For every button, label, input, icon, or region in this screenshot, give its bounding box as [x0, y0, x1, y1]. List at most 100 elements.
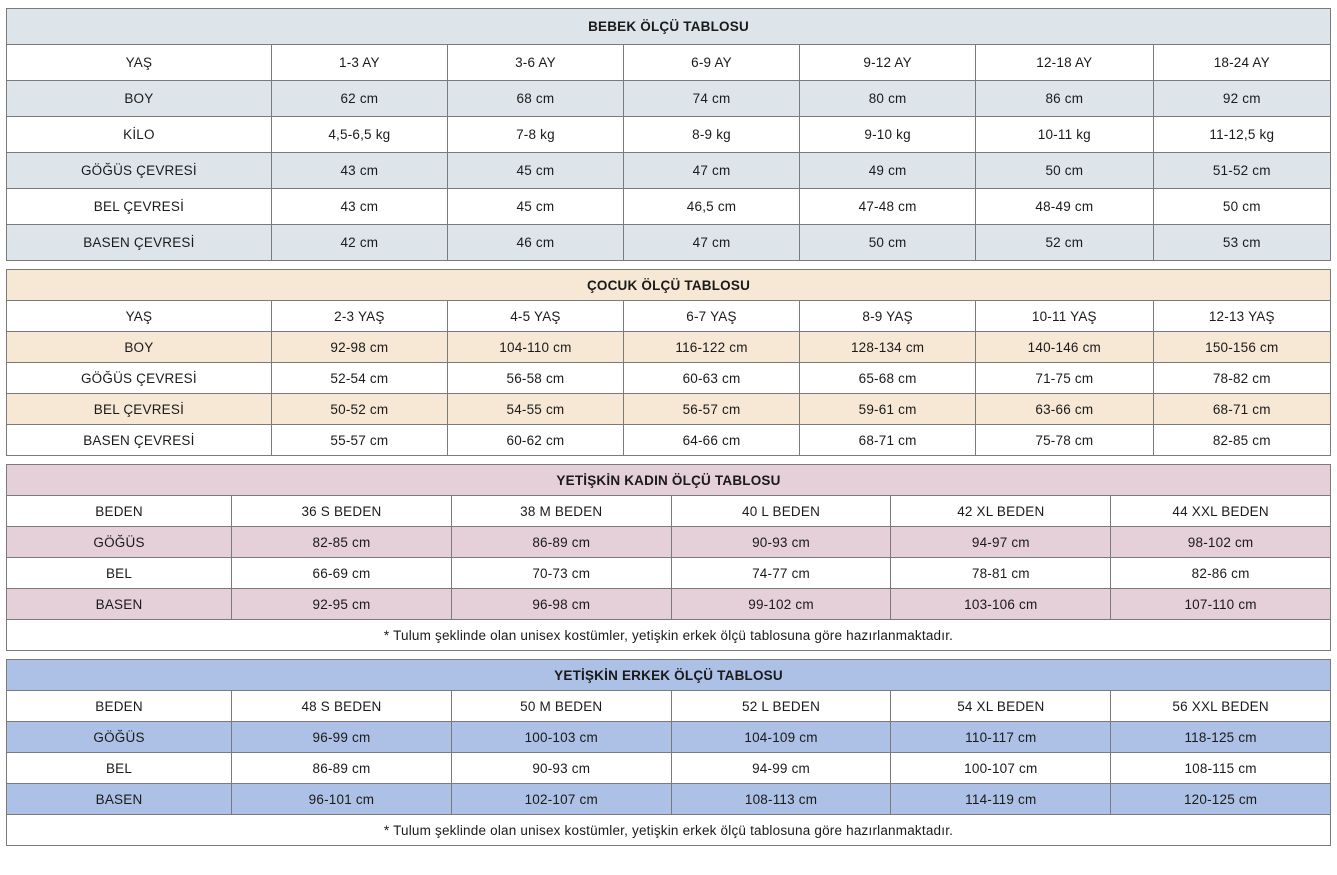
men-col-3: 52 L BEDEN — [670, 690, 892, 722]
men-cell-0-3: 110-117 cm — [890, 721, 1112, 753]
baby-row-label-3: BEL ÇEVRESİ — [6, 188, 272, 225]
women-col-4: 42 XL BEDEN — [890, 495, 1112, 527]
child-col-5: 10-11 YAŞ — [975, 300, 1154, 332]
men-cell-2-4: 120-125 cm — [1110, 783, 1331, 815]
men-cell-0-2: 104-109 cm — [670, 721, 892, 753]
table-header-row: YAŞ 1-3 AY 3-6 AY 6-9 AY 9-12 AY 12-18 A… — [6, 44, 1332, 81]
child-cell-2-2: 56-57 cm — [622, 393, 801, 425]
women-cell-0-3: 94-97 cm — [890, 526, 1112, 558]
baby-cell-0-0: 62 cm — [270, 80, 448, 117]
women-cell-1-4: 82-86 cm — [1110, 557, 1331, 589]
child-cell-2-5: 68-71 cm — [1152, 393, 1332, 425]
men-cell-0-0: 96-99 cm — [231, 721, 452, 753]
child-row-label-0: BOY — [6, 331, 272, 363]
baby-cell-0-5: 92 cm — [1152, 80, 1332, 117]
baby-cell-2-4: 50 cm — [975, 152, 1154, 189]
table-header-row: YAŞ 2-3 YAŞ 4-5 YAŞ 6-7 YAŞ 8-9 YAŞ 10-1… — [6, 300, 1332, 332]
women-cell-0-0: 82-85 cm — [231, 526, 452, 558]
women-col-3: 40 L BEDEN — [670, 495, 892, 527]
women-col-2: 38 M BEDEN — [450, 495, 672, 527]
baby-cell-3-0: 43 cm — [270, 188, 448, 225]
baby-col-4: 9-12 AY — [799, 44, 977, 81]
spacer — [6, 456, 1331, 464]
men-row-label-1: BEL — [5, 752, 233, 784]
child-col-2: 4-5 YAŞ — [446, 300, 624, 332]
women-cell-1-1: 70-73 cm — [450, 557, 672, 589]
child-cell-0-2: 116-122 cm — [622, 331, 801, 363]
table-row: BASEN 96-101 cm 102-107 cm 108-113 cm 11… — [5, 783, 1331, 815]
women-col-1: 36 S BEDEN — [231, 495, 452, 527]
women-cell-2-0: 92-95 cm — [231, 588, 452, 620]
child-cell-3-2: 64-66 cm — [622, 424, 801, 456]
men-cell-0-1: 100-103 cm — [450, 721, 672, 753]
child-cell-1-1: 56-58 cm — [446, 362, 624, 394]
baby-row-label-1: KİLO — [6, 116, 272, 153]
men-cell-0-4: 118-125 cm — [1110, 721, 1331, 753]
child-cell-3-5: 82-85 cm — [1152, 424, 1332, 456]
women-col-5: 44 XXL BEDEN — [1110, 495, 1331, 527]
child-row-label-3: BASEN ÇEVRESİ — [6, 424, 272, 456]
baby-cell-1-3: 9-10 kg — [799, 116, 977, 153]
women-cell-2-1: 96-98 cm — [450, 588, 672, 620]
table-row: BASEN ÇEVRESİ 42 cm 46 cm 47 cm 50 cm 52… — [6, 224, 1332, 261]
women-cell-2-3: 103-106 cm — [890, 588, 1112, 620]
baby-row-label-2: GÖĞÜS ÇEVRESİ — [6, 152, 272, 189]
women-cell-1-0: 66-69 cm — [231, 557, 452, 589]
child-cell-0-5: 150-156 cm — [1152, 331, 1332, 363]
child-col-4: 8-9 YAŞ — [799, 300, 977, 332]
child-col-0: YAŞ — [6, 300, 272, 332]
men-cell-1-0: 86-89 cm — [231, 752, 452, 784]
baby-col-0: YAŞ — [6, 44, 272, 81]
table-row: BOY 92-98 cm 104-110 cm 116-122 cm 128-1… — [6, 331, 1332, 363]
baby-cell-4-3: 50 cm — [799, 224, 977, 261]
men-cell-1-3: 100-107 cm — [890, 752, 1112, 784]
table-header-row: BEDEN 48 S BEDEN 50 M BEDEN 52 L BEDEN 5… — [5, 690, 1331, 722]
baby-cell-2-0: 43 cm — [270, 152, 448, 189]
child-cell-1-3: 65-68 cm — [799, 362, 977, 394]
men-cell-2-3: 114-119 cm — [890, 783, 1112, 815]
child-cell-3-0: 55-57 cm — [270, 424, 448, 456]
table-row: BASEN 92-95 cm 96-98 cm 99-102 cm 103-10… — [5, 588, 1331, 620]
baby-cell-0-2: 74 cm — [622, 80, 801, 117]
men-cell-1-1: 90-93 cm — [450, 752, 672, 784]
child-row-label-1: GÖĞÜS ÇEVRESİ — [6, 362, 272, 394]
men-cell-1-2: 94-99 cm — [670, 752, 892, 784]
baby-cell-3-5: 50 cm — [1152, 188, 1332, 225]
women-table-title: YETİŞKİN KADIN ÖLÇÜ TABLOSU — [6, 464, 1331, 496]
baby-cell-3-1: 45 cm — [446, 188, 624, 225]
baby-cell-0-4: 86 cm — [975, 80, 1154, 117]
baby-cell-2-2: 47 cm — [622, 152, 801, 189]
child-cell-0-3: 128-134 cm — [799, 331, 977, 363]
baby-cell-4-2: 47 cm — [622, 224, 801, 261]
baby-cell-3-4: 48-49 cm — [975, 188, 1154, 225]
child-cell-0-1: 104-110 cm — [446, 331, 624, 363]
child-col-6: 12-13 YAŞ — [1152, 300, 1332, 332]
baby-col-5: 12-18 AY — [975, 44, 1154, 81]
women-row-label-1: BEL — [5, 557, 233, 589]
men-table-note: * Tulum şeklinde olan unisex kostümler, … — [6, 814, 1331, 846]
table-header-row: BEDEN 36 S BEDEN 38 M BEDEN 40 L BEDEN 4… — [5, 495, 1331, 527]
table-title-row: YETİŞKİN KADIN ÖLÇÜ TABLOSU — [6, 464, 1331, 496]
child-cell-1-0: 52-54 cm — [270, 362, 448, 394]
table-row: GÖĞÜS 82-85 cm 86-89 cm 90-93 cm 94-97 c… — [5, 526, 1331, 558]
table-row: GÖĞÜS 96-99 cm 100-103 cm 104-109 cm 110… — [5, 721, 1331, 753]
baby-cell-4-4: 52 cm — [975, 224, 1154, 261]
child-cell-0-4: 140-146 cm — [975, 331, 1154, 363]
baby-row-label-0: BOY — [6, 80, 272, 117]
spacer — [6, 261, 1331, 269]
baby-cell-4-0: 42 cm — [270, 224, 448, 261]
baby-col-6: 18-24 AY — [1152, 44, 1332, 81]
women-row-label-2: BASEN — [5, 588, 233, 620]
table-title-row: YETİŞKİN ERKEK ÖLÇÜ TABLOSU — [6, 659, 1331, 691]
child-cell-0-0: 92-98 cm — [270, 331, 448, 363]
men-size-table: YETİŞKİN ERKEK ÖLÇÜ TABLOSU BEDEN 48 S B… — [5, 659, 1331, 846]
baby-cell-3-2: 46,5 cm — [622, 188, 801, 225]
men-col-0: BEDEN — [5, 690, 233, 722]
baby-col-3: 6-9 AY — [622, 44, 801, 81]
table-title-row: BEBEK ÖLÇÜ TABLOSU — [6, 8, 1331, 45]
men-cell-1-4: 108-115 cm — [1110, 752, 1331, 784]
women-cell-1-3: 78-81 cm — [890, 557, 1112, 589]
child-cell-3-1: 60-62 cm — [446, 424, 624, 456]
baby-cell-1-0: 4,5-6,5 kg — [270, 116, 448, 153]
women-cell-2-2: 99-102 cm — [670, 588, 892, 620]
